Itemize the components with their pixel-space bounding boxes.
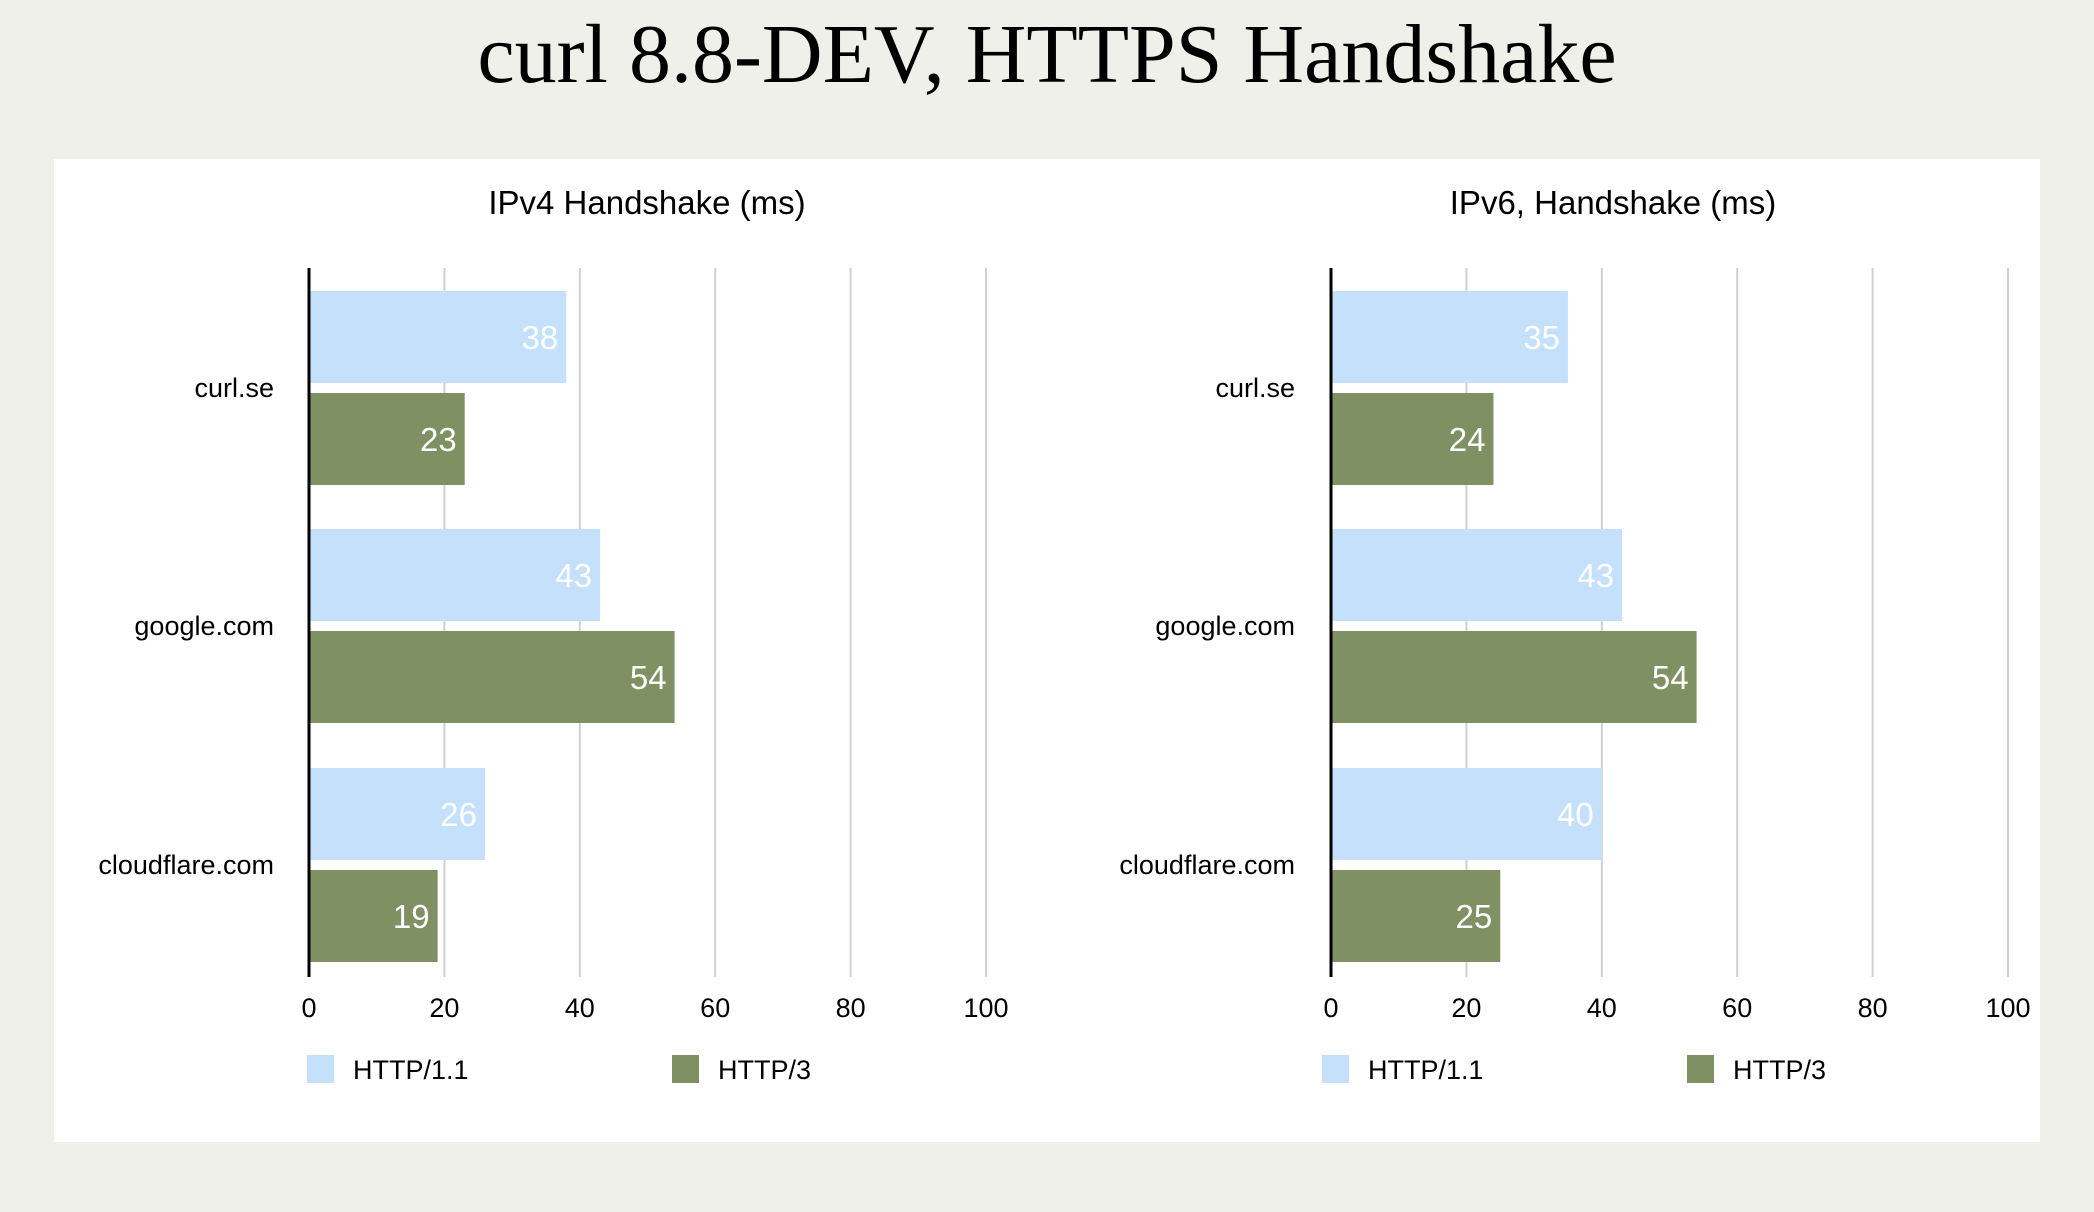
chart-0-bar-http11 (309, 291, 567, 383)
chart-1-bar-http11 (1331, 529, 1623, 621)
page-title: curl 8.8-DEV, HTTPS Handshake (477, 8, 1617, 101)
chart-0-category-label: curl.se (194, 373, 274, 403)
chart-0-tick-label: 20 (429, 993, 459, 1023)
chart-1-bar-value-label: 54 (1652, 659, 1689, 696)
chart-1-bar-value-label: 35 (1523, 319, 1560, 356)
chart-0-bar-http3 (309, 631, 675, 723)
chart-0-bar-http11 (309, 768, 486, 860)
chart-1-bar-http3 (1331, 393, 1494, 485)
chart-1-tick-label: 0 (1323, 993, 1338, 1023)
chart-1-legend-swatch-http3 (1687, 1055, 1714, 1083)
chart-0-legend-swatch-http11 (307, 1055, 334, 1083)
chart-1-category-label: cloudflare.com (1119, 850, 1295, 880)
chart-1-legend-label: HTTP/3 (1733, 1055, 1826, 1085)
chart-1-tick-label: 80 (1858, 993, 1888, 1023)
chart-0-category-label: cloudflare.com (98, 850, 274, 880)
chart-1-legend-label: HTTP/1.1 (1368, 1055, 1484, 1085)
chart-0-legend-swatch-http3 (672, 1055, 699, 1083)
chart-1-bar-http3 (1331, 870, 1501, 962)
chart-0-tick-label: 40 (565, 993, 595, 1023)
chart-0-bar-http3 (309, 870, 438, 962)
chart-1-bar-value-label: 43 (1577, 557, 1614, 594)
chart-1-bar-http11 (1331, 768, 1602, 860)
chart-0-bar-http3 (309, 393, 465, 485)
chart-1-legend-swatch-http11 (1322, 1055, 1349, 1083)
chart-0-bar-value-label: 19 (393, 898, 430, 935)
chart-0-bar-value-label: 38 (522, 319, 559, 356)
chart-0-bar-value-label: 23 (420, 421, 457, 458)
chart-1-tick-label: 60 (1722, 993, 1752, 1023)
chart-1-category-label: curl.se (1215, 373, 1295, 403)
chart-0-category-label: google.com (134, 611, 274, 641)
chart-0-bar-http11 (309, 529, 601, 621)
chart-0-tick-label: 0 (301, 993, 316, 1023)
chart-0-bar-value-label: 43 (555, 557, 592, 594)
chart-0-legend-label: HTTP/3 (718, 1055, 811, 1085)
chart-1-bar-value-label: 40 (1557, 796, 1594, 833)
chart-0-bar-value-label: 26 (440, 796, 477, 833)
chart-1-category-label: google.com (1155, 611, 1295, 641)
chart-1-tick-label: 100 (1985, 993, 2030, 1023)
chart-1-tick-label: 20 (1451, 993, 1481, 1023)
chart-1-bar-value-label: 24 (1449, 421, 1486, 458)
chart-1-bar-http3 (1331, 631, 1697, 723)
chart-1-bar-value-label: 25 (1456, 898, 1493, 935)
chart-0-title: IPv4 Handshake (ms) (488, 184, 805, 221)
chart-1-tick-label: 40 (1587, 993, 1617, 1023)
chart-0-legend-label: HTTP/1.1 (353, 1055, 469, 1085)
chart-0-bar-value-label: 54 (630, 659, 667, 696)
chart-0-tick-label: 60 (700, 993, 730, 1023)
chart-0-tick-label: 80 (836, 993, 866, 1023)
chart-1-bar-http11 (1331, 291, 1568, 383)
chart-0-tick-label: 100 (963, 993, 1008, 1023)
chart-1-title: IPv6, Handshake (ms) (1450, 184, 1776, 221)
